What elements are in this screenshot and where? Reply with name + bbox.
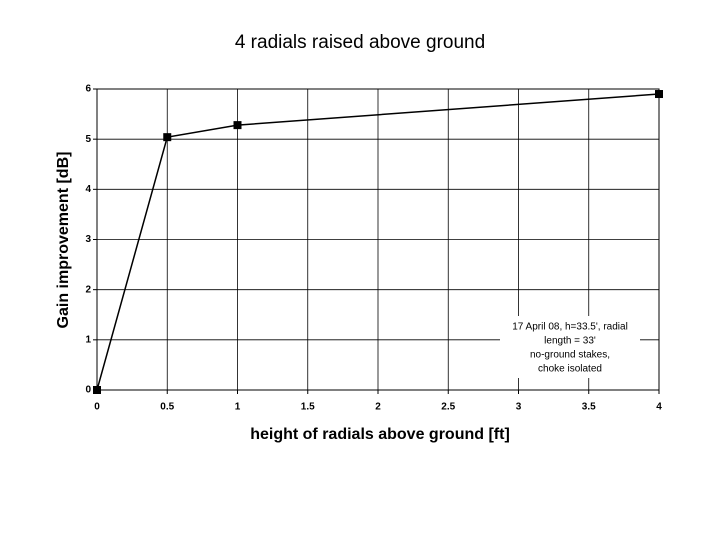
y-tick-label: 5 — [85, 134, 91, 145]
x-tick-label: 0.5 — [160, 402, 174, 413]
x-tick-label: 0 — [94, 402, 100, 413]
x-tick-label: 1 — [235, 402, 241, 413]
annotation: length = 33' — [544, 336, 596, 347]
x-tick-label: 3 — [516, 402, 522, 413]
marker — [655, 90, 663, 99]
y-tick-label: 4 — [85, 184, 91, 195]
annotation: no-ground stakes, — [530, 350, 610, 361]
x-axis-label: height of radials above ground [ft] — [250, 426, 510, 443]
series-line — [96, 93, 660, 391]
marker — [93, 386, 101, 394]
x-tick-label: 3.5 — [582, 402, 596, 413]
y-tick-label: 3 — [85, 234, 91, 245]
y-axis-label: Gain improvement [dB] — [55, 152, 72, 329]
annotation-box — [500, 316, 640, 378]
x-tick-label: 2.5 — [441, 402, 455, 413]
x-tick-label: 1.5 — [301, 402, 315, 413]
annotation: 17 April 08, h=33.5', radial — [512, 322, 628, 333]
y-tick-label: 6 — [85, 84, 91, 95]
x-tick-label: 4 — [656, 402, 662, 413]
annotation: choke isolated — [538, 364, 602, 375]
chart-title: 4 radials raised above ground — [235, 32, 485, 53]
marker — [163, 133, 172, 142]
y-tick-label: 1 — [85, 334, 91, 345]
marker — [233, 121, 242, 130]
y-tick-label: 0 — [85, 385, 91, 396]
y-tick-label: 2 — [85, 284, 91, 295]
x-tick-label: 2 — [375, 402, 381, 413]
